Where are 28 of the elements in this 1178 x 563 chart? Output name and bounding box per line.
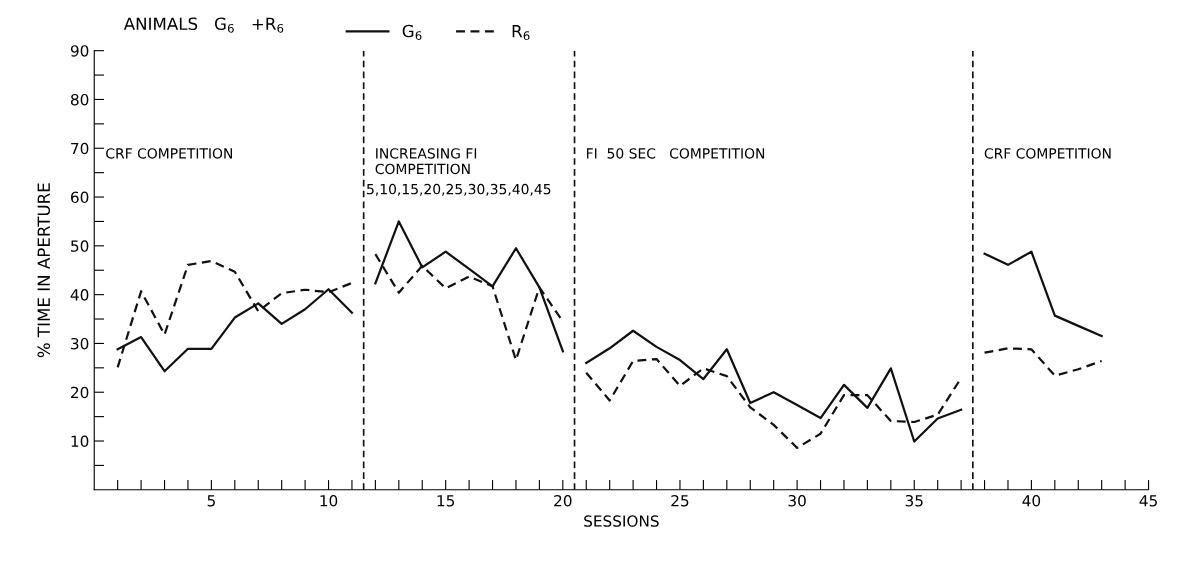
x-tick-label: 40 [1022,494,1041,507]
y-tick-label: 50 [71,240,89,252]
x-tick-label: 5 [207,495,215,507]
y-tick-label: 70 [71,142,89,155]
x-tick-label: 20 [554,494,572,507]
x-tick-label: 25 [671,494,689,507]
x-tick-label: 10 [320,494,338,507]
legend-label: G$_{6}$ [402,24,422,40]
annotation: 5,10,15,20,25,30,35,40,45 [367,183,551,196]
y-axis-title: % TIME IN APERTURE [37,183,51,358]
y-tick-label: 20 [71,386,89,399]
legend-label: R$_{6}$ [512,25,530,41]
text: ANIMALS G$_{6}$ +R$_{6}$ [123,17,284,33]
y-tick-label: 40 [70,289,89,301]
y-tick-label: 30 [71,337,89,350]
x-tick-label: 15 [437,495,455,507]
x-tick-label: 45 [1139,495,1157,507]
y-tick-label: 60 [71,191,89,204]
y-tick-label: 10 [71,435,89,448]
annotation: CRF COMPETITION [984,148,1111,159]
x-tick-label: 35 [905,494,923,507]
annotation: FI 50 SEC COMPETITION [587,148,765,159]
annotation: INCREASING FI COMPETITION [375,148,477,175]
y-tick-label: 80 [70,93,89,106]
x-axis-title: SESSIONS [584,515,659,527]
y-tick-label: 90 [70,45,89,57]
annotation: CRF COMPETITION [106,148,232,159]
x-tick-label: 30 [788,494,806,507]
